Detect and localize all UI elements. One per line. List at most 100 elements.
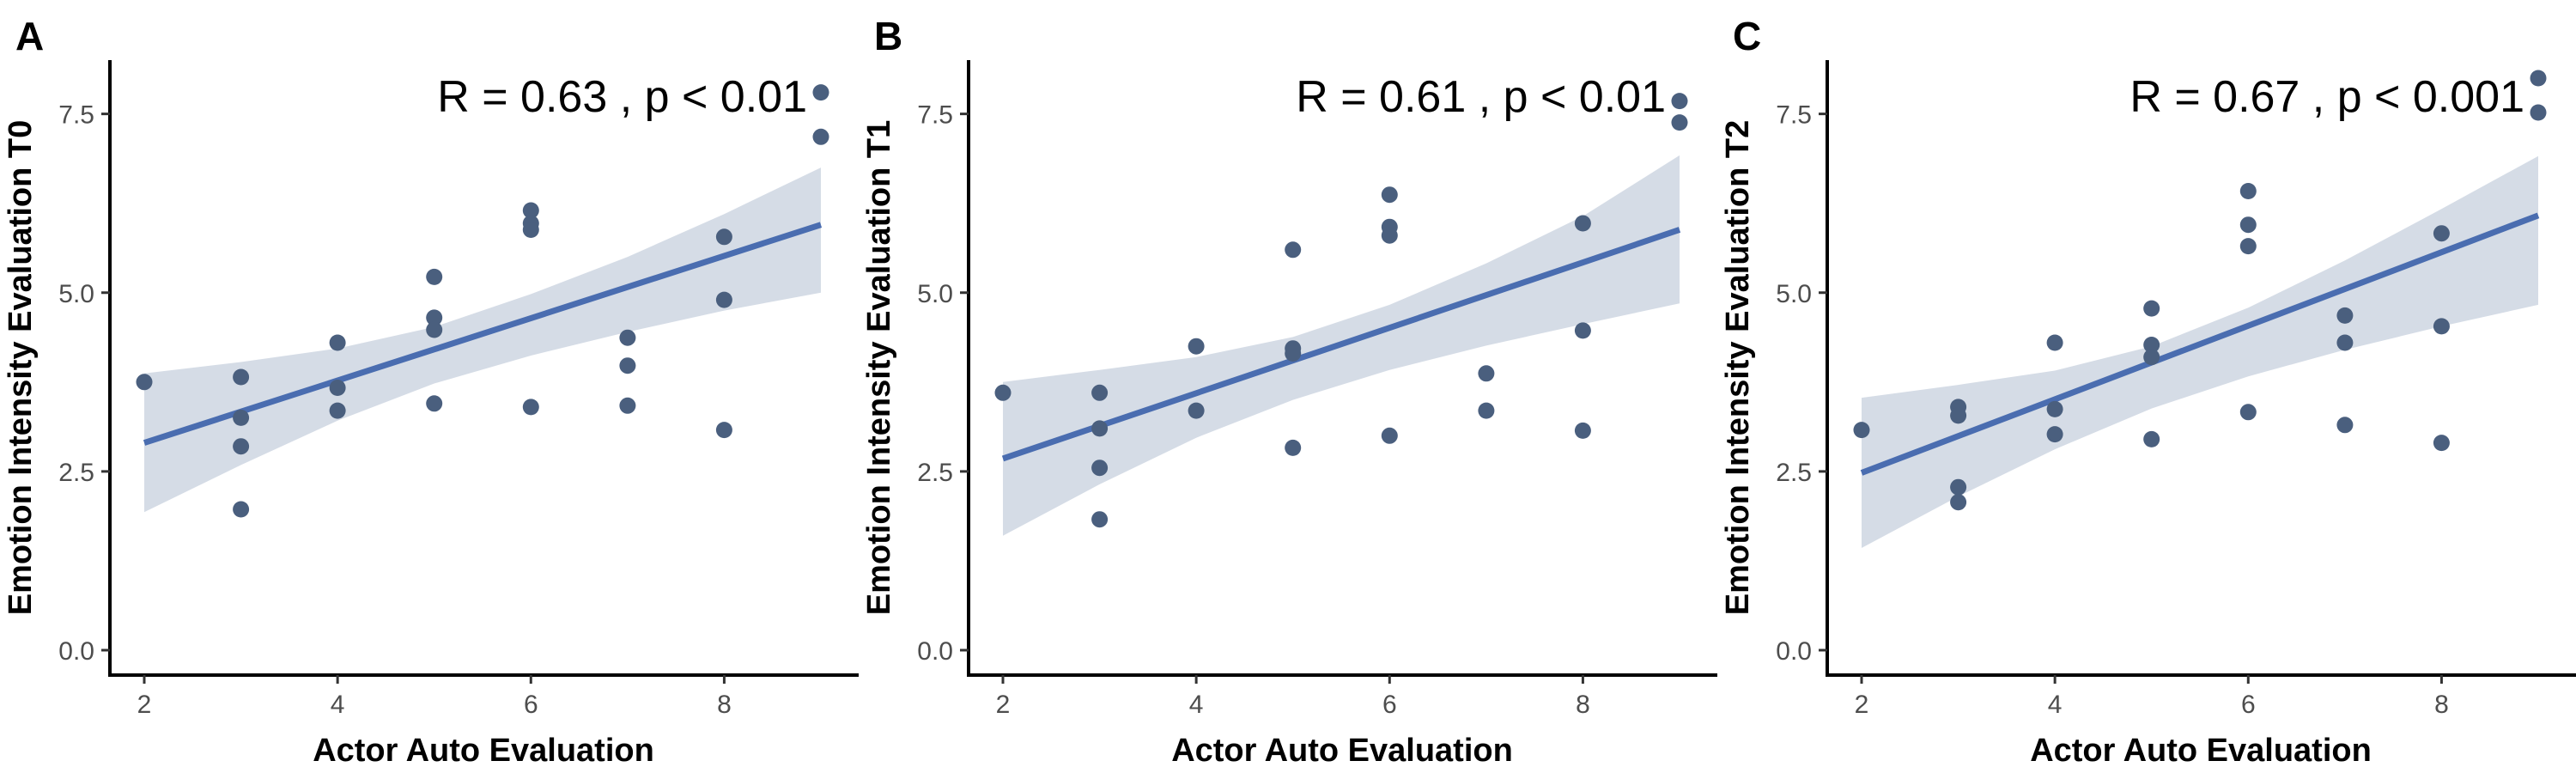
data-point — [233, 368, 250, 386]
y-tick-label: 5.0 — [917, 280, 953, 308]
data-point — [2336, 417, 2354, 434]
data-point — [522, 399, 539, 416]
data-point — [1574, 215, 1591, 232]
y-tick-label: 2.5 — [58, 459, 94, 487]
data-point — [136, 374, 153, 391]
data-point — [2239, 404, 2257, 421]
panel-c: 2 4 6 8 0.0 2.5 5.0 7.5 C R = 0.67 , p < 0.001 … — [1717, 0, 2576, 773]
data-point — [2433, 318, 2450, 335]
panel-letter: B — [874, 14, 902, 58]
data-point — [426, 395, 443, 412]
y-axis-title: Emotion Intensity Evaluation T2 — [1720, 120, 1756, 615]
data-point — [715, 228, 732, 246]
data-point — [1091, 460, 1109, 477]
data-point — [2433, 225, 2450, 242]
scatter-plot-b: 2 4 6 8 0.0 2.5 5.0 7.5 B R = 0.61 , p < 0.01 A… — [861, 14, 1717, 769]
data-point — [2143, 430, 2160, 447]
data-point — [233, 501, 250, 518]
x-tick-label: 8 — [1576, 691, 1590, 719]
data-point — [1285, 439, 1302, 456]
data-point — [1381, 227, 1398, 244]
correlation-annotation: R = 0.63 , p < 0.01 — [437, 72, 807, 122]
x-axis-title: Actor Auto Evaluation — [1171, 733, 1513, 769]
x-tick-label: 8 — [2434, 691, 2449, 719]
panel-letter: C — [1733, 14, 1761, 58]
data-point — [2239, 216, 2257, 234]
data-point — [2433, 435, 2450, 452]
data-point — [233, 438, 250, 455]
x-axis-title: Actor Auto Evaluation — [313, 733, 654, 769]
data-point — [1950, 478, 1967, 496]
panel-a: 2 4 6 8 0.0 2.5 5.0 7.5 A R = 0.63 , p < 0.01 A… — [0, 0, 859, 773]
data-point — [2239, 238, 2257, 255]
regression-line — [1001, 227, 1681, 462]
x-tick-label: 2 — [1855, 691, 1869, 719]
data-point — [329, 402, 346, 419]
data-point — [2143, 337, 2160, 353]
data-point — [715, 422, 732, 439]
y-tick-label: 5.0 — [58, 280, 94, 308]
regression-line — [143, 222, 823, 446]
x-tick-label: 2 — [996, 691, 1011, 719]
data-point — [619, 397, 636, 414]
data-point — [994, 384, 1012, 401]
data-point — [522, 222, 539, 238]
data-point — [329, 334, 346, 351]
data-point — [715, 291, 732, 308]
confidence-band — [144, 167, 821, 513]
panel-b: 2 4 6 8 0.0 2.5 5.0 7.5 B R = 0.61 , p < 0.01 A… — [859, 0, 1717, 773]
data-point — [2143, 300, 2160, 317]
y-tick-label: 0.0 — [58, 637, 94, 666]
data-point — [812, 84, 829, 101]
regression-line — [1860, 212, 2540, 476]
data-point — [1091, 511, 1109, 528]
data-point — [1671, 114, 1688, 131]
data-point — [1285, 241, 1302, 259]
data-point — [1091, 384, 1109, 401]
data-point — [1478, 365, 1495, 382]
data-point — [619, 329, 636, 346]
data-point — [233, 409, 250, 426]
y-tick-label: 0.0 — [917, 637, 953, 666]
y-tick-label: 7.5 — [1776, 101, 1812, 130]
x-tick-label: 6 — [2241, 691, 2256, 719]
data-point — [2530, 70, 2547, 87]
data-point — [619, 357, 636, 374]
data-point — [1574, 322, 1591, 339]
x-tick-label: 4 — [2048, 691, 2063, 719]
confidence-band — [1862, 155, 2538, 548]
data-point — [812, 128, 829, 145]
data-point — [1574, 422, 1591, 439]
x-tick-label: 6 — [1382, 691, 1397, 719]
data-point — [2336, 307, 2354, 324]
y-tick-label: 0.0 — [1776, 637, 1812, 666]
scatter-plot-c: 2 4 6 80.02.55.07.5 C R = 0.67 , p < 0.001 … — [1720, 14, 2576, 769]
x-tick-label: 8 — [717, 691, 732, 719]
correlation-annotation: R = 0.67 , p < 0.001 — [2129, 72, 2524, 122]
data-point — [1188, 338, 1205, 355]
y-tick-label: 7.5 — [917, 101, 953, 130]
data-point — [2530, 104, 2547, 121]
x-axis-title: Actor Auto Evaluation — [2030, 733, 2372, 769]
x-tick-label: 6 — [524, 691, 538, 719]
y-tick-label: 7.5 — [58, 101, 94, 130]
y-tick-label: 2.5 — [917, 459, 953, 487]
data-point — [426, 268, 443, 285]
data-point — [2046, 426, 2063, 443]
scatter-plot-a: 2 4 6 8 0.0 2.5 5.0 7.5 A R = 0.63 , p < 0.01 A… — [3, 14, 859, 769]
data-point — [1950, 407, 1967, 424]
data-point — [1091, 420, 1109, 437]
data-point — [1381, 427, 1398, 444]
data-point — [2143, 349, 2160, 366]
data-point — [2336, 334, 2354, 351]
data-point — [1950, 494, 1967, 511]
x-tick-label: 4 — [331, 691, 345, 719]
data-point — [426, 309, 443, 326]
data-point — [1671, 93, 1688, 110]
data-point — [522, 202, 539, 219]
y-tick-label: 5.0 — [1776, 280, 1812, 308]
data-point — [2239, 183, 2257, 199]
data-point — [1285, 345, 1302, 362]
data-point — [426, 321, 443, 338]
